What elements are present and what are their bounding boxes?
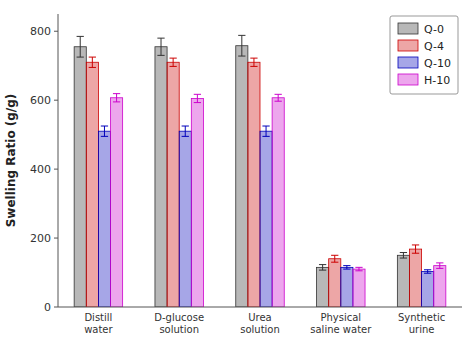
x-tick-label-line: solution xyxy=(159,324,199,335)
bar xyxy=(248,62,260,307)
bar xyxy=(329,259,341,307)
x-tick-label-line: Urea xyxy=(248,312,272,323)
bar xyxy=(353,269,365,307)
x-tick-label-line: solution xyxy=(240,324,280,335)
y-tick-label: 200 xyxy=(30,232,51,245)
bar xyxy=(86,62,98,307)
y-tick xyxy=(54,169,58,170)
error-bar xyxy=(400,253,407,259)
error-bar xyxy=(436,263,443,269)
x-axis xyxy=(58,307,462,308)
x-tick-label: D-glucosesolution xyxy=(154,312,204,335)
bar xyxy=(155,47,167,307)
legend-swatch xyxy=(398,23,418,34)
x-tick-label: Syntheticurine xyxy=(398,312,445,335)
legend-frame xyxy=(390,16,458,94)
legend-swatch xyxy=(398,74,418,85)
error-bar xyxy=(194,94,201,102)
y-tick-label: 400 xyxy=(30,163,51,176)
y-tick-label: 0 xyxy=(44,301,51,314)
legend-label: H-10 xyxy=(424,74,450,87)
error-bar xyxy=(238,35,245,56)
error-bar xyxy=(331,255,338,262)
error-bar xyxy=(182,126,189,136)
bar xyxy=(98,131,110,307)
y-tick xyxy=(54,31,58,32)
x-tick-label-line: urine xyxy=(409,324,435,335)
bar xyxy=(422,271,434,307)
bar xyxy=(434,266,446,307)
x-tick-label: Ureasolution xyxy=(240,312,280,335)
bar xyxy=(397,255,409,307)
legend-label: Q-0 xyxy=(424,23,444,36)
error-bar xyxy=(250,58,257,66)
bar xyxy=(317,267,329,307)
bar xyxy=(74,47,86,307)
legend-swatch xyxy=(398,40,418,51)
error-bar xyxy=(157,38,164,55)
y-tick xyxy=(54,238,58,239)
error-bar xyxy=(412,245,419,253)
error-bar xyxy=(77,36,84,57)
error-bar xyxy=(262,126,269,136)
y-tick xyxy=(54,100,58,101)
x-tick-label-line: Physical xyxy=(320,312,361,323)
x-tick-label-line: Synthetic xyxy=(398,312,445,323)
x-tick-label-line: Distill xyxy=(84,312,112,323)
bar xyxy=(260,131,272,307)
bar xyxy=(341,267,353,307)
error-bar xyxy=(170,58,177,66)
error-bar xyxy=(101,126,108,136)
error-bar xyxy=(355,267,362,270)
bar xyxy=(272,98,284,307)
x-tick-label-line: water xyxy=(84,324,113,335)
legend-label: Q-4 xyxy=(424,40,444,53)
error-bar xyxy=(424,270,431,273)
bar xyxy=(179,131,191,307)
y-tick-label: 600 xyxy=(30,94,51,107)
error-bar xyxy=(343,266,350,269)
bar xyxy=(191,98,203,307)
y-tick xyxy=(54,307,58,308)
legend-swatch xyxy=(398,57,418,68)
legend-label: Q-10 xyxy=(424,57,451,70)
error-bar xyxy=(113,94,120,102)
bar xyxy=(167,62,179,307)
y-tick-label: 800 xyxy=(30,25,51,38)
bar xyxy=(409,249,421,307)
x-tick-label-line: saline water xyxy=(310,324,372,335)
x-tick-label-line: D-glucose xyxy=(154,312,204,323)
bar xyxy=(111,98,123,307)
error-bar xyxy=(89,57,96,67)
y-axis-label: Swelling Ratio (g/g) xyxy=(4,94,18,228)
bar xyxy=(236,46,248,307)
x-tick-label: Distillwater xyxy=(84,312,113,335)
x-tick-label: Physicalsaline water xyxy=(310,312,372,335)
chart: 0200400600800DistillwaterD-glucosesoluti… xyxy=(0,0,474,351)
legend: Q-0 Q-4 Q-10 H-10 xyxy=(390,16,458,94)
error-bar xyxy=(275,94,282,101)
y-axis xyxy=(58,14,59,307)
error-bar xyxy=(319,265,326,271)
